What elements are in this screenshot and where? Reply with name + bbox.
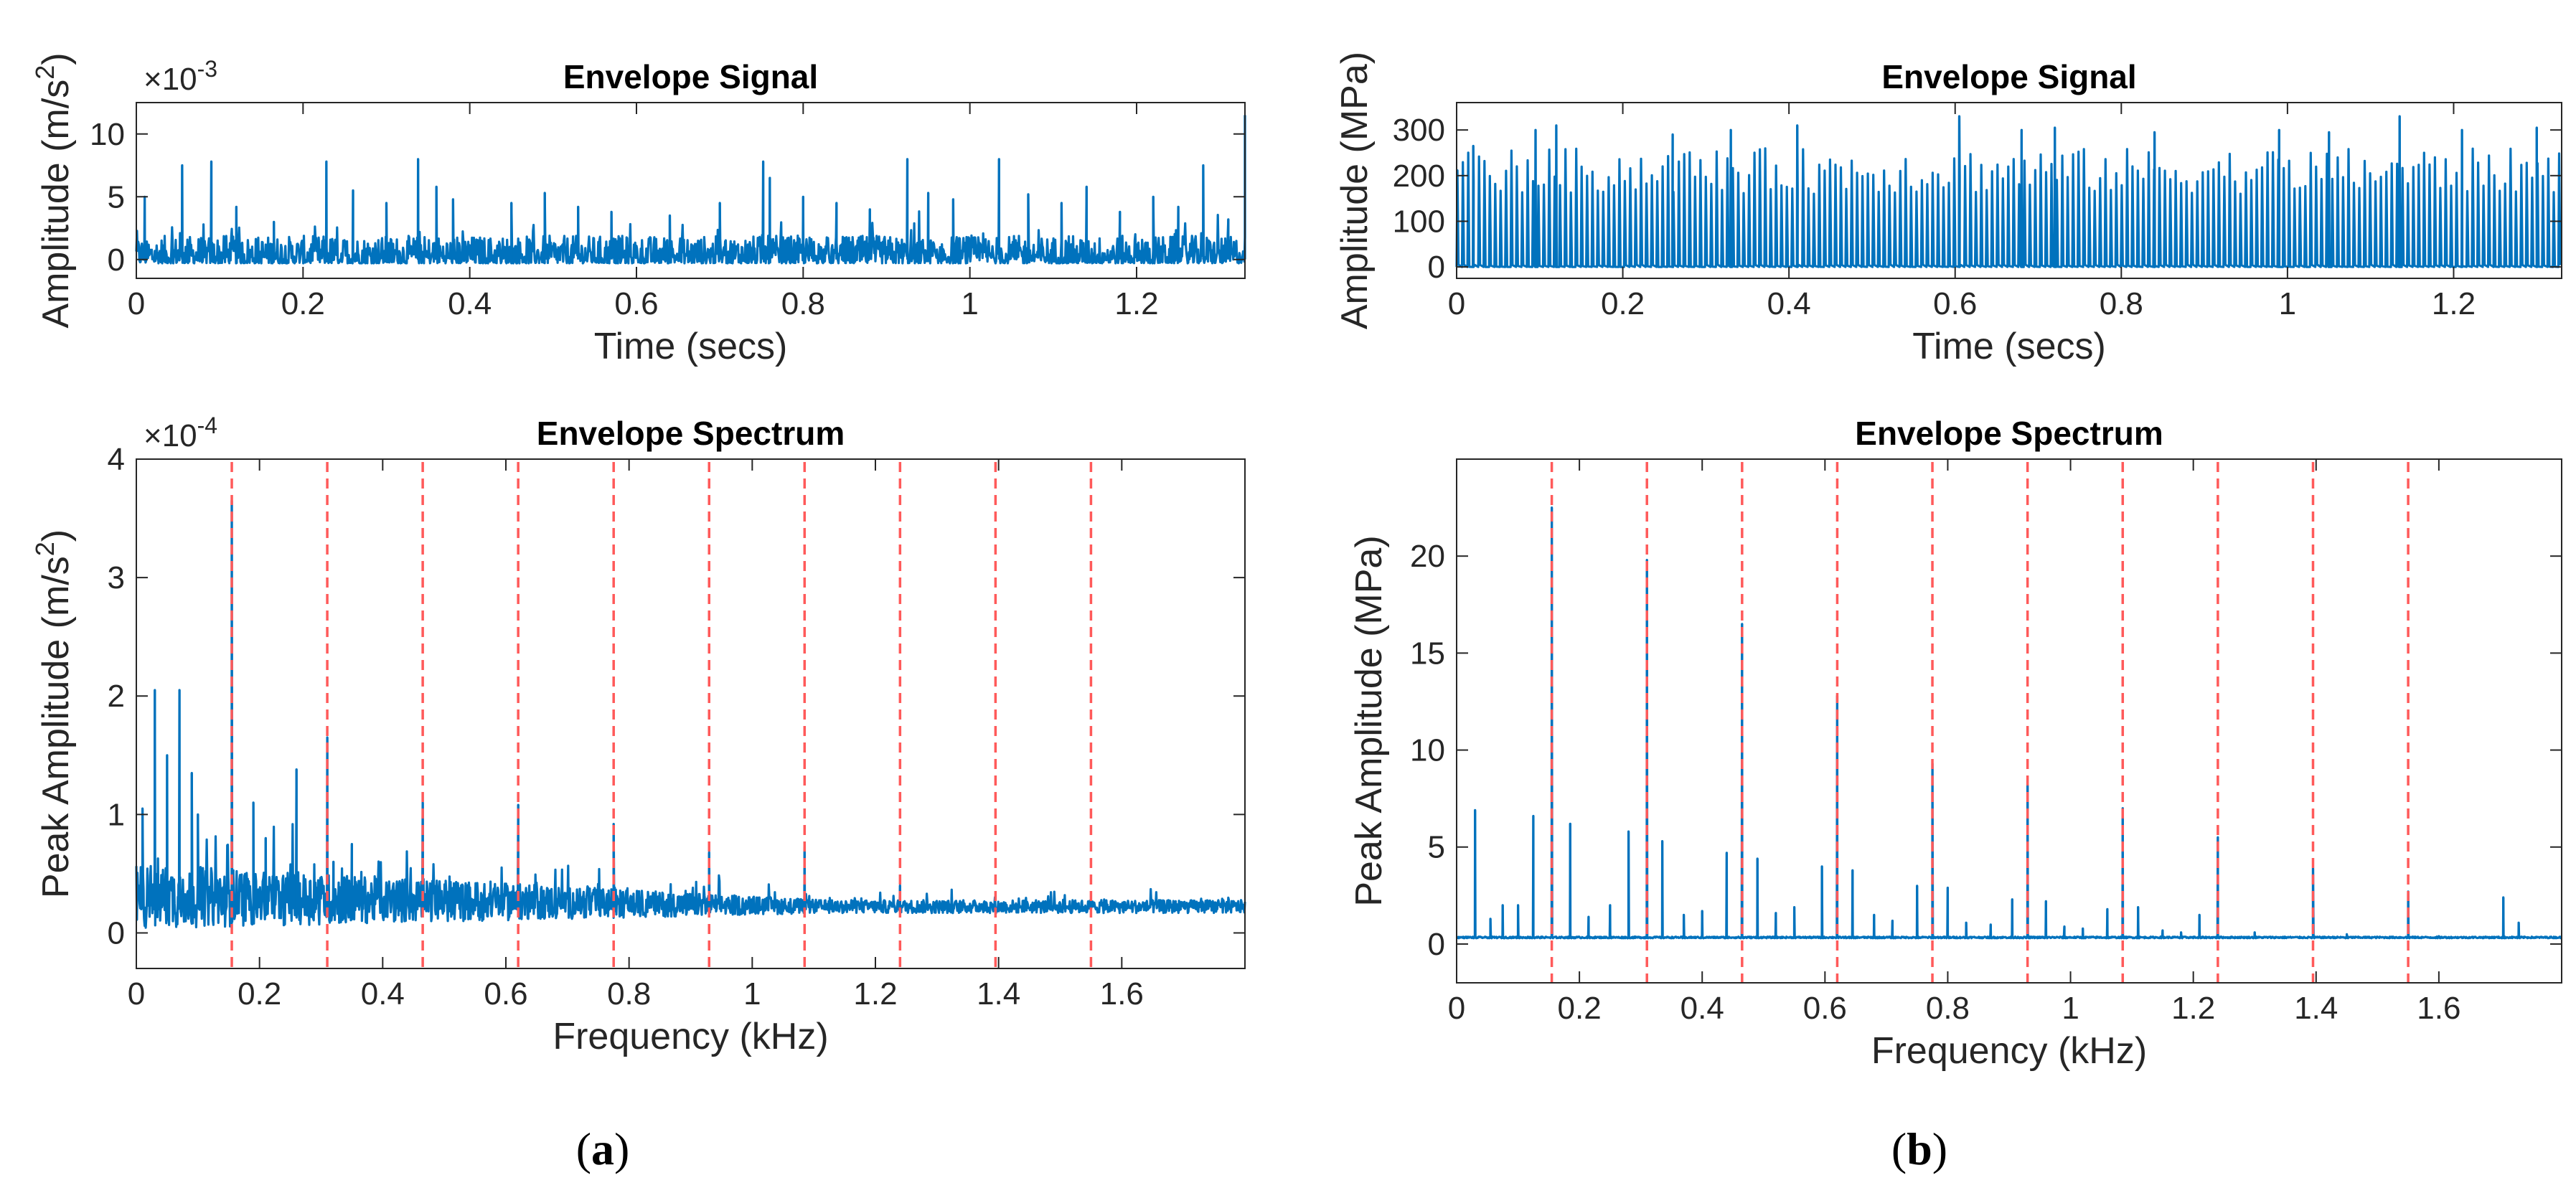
x-tick-label: 0 <box>1448 991 1465 1026</box>
x-tick-label: 1.6 <box>2417 991 2460 1026</box>
chart-title: Envelope Spectrum <box>1855 415 2163 452</box>
x-tick-label: 0.4 <box>361 976 405 1012</box>
series-line <box>135 499 1246 929</box>
y-tick-label: 10 <box>1410 733 1445 768</box>
x-tick-label: 1 <box>743 976 761 1012</box>
x-tick-label: 1.2 <box>2432 286 2476 321</box>
x-tick-label: 0.2 <box>1601 286 1645 321</box>
x-axis-label: Time (secs) <box>594 326 788 367</box>
y-tick-label: 10 <box>90 117 125 152</box>
y-tick-label: 5 <box>1428 830 1445 865</box>
y-tick-label: 0 <box>1428 250 1445 285</box>
y-tick-label: 3 <box>108 560 125 595</box>
x-tick-label: 0.4 <box>1767 286 1811 321</box>
y-tick-label: 20 <box>1410 539 1445 574</box>
y-exponent: ×10-3 <box>144 56 217 97</box>
x-tick-label: 0.6 <box>614 286 658 321</box>
x-tick-label: 0 <box>128 976 145 1012</box>
y-tick-label: 0 <box>108 242 125 278</box>
x-tick-label: 0.4 <box>448 286 492 321</box>
x-tick-label: 0.6 <box>1933 286 1977 321</box>
x-tick-label: 1.6 <box>1100 976 1144 1012</box>
x-tick-label: 1.4 <box>2294 991 2338 1026</box>
x-tick-label: 0.2 <box>1558 991 1602 1026</box>
y-tick-label: 0 <box>1428 927 1445 962</box>
x-tick-label: 0.4 <box>1680 991 1724 1026</box>
x-tick-label: 0.6 <box>484 976 527 1012</box>
y-tick-label: 1 <box>108 797 125 832</box>
panel-label-b: (b) <box>1891 1123 1948 1174</box>
panel-label-a: (a) <box>575 1123 630 1174</box>
y-axis-label: Peak Amplitude (m/s2) <box>30 529 77 898</box>
y-tick-label: 4 <box>108 442 125 477</box>
chart-b-signal: Envelope Signal 0 0.2 0.4 0.6 0.8 1 1.2 0 100 200 3… <box>1334 52 2562 367</box>
chart-b-spectrum: Envelope Spectrum 0 0.2 0.4 0.6 0.8 1 1.2 1.4 1.6… <box>1348 415 2562 1072</box>
series-line <box>1455 506 2562 940</box>
y-axis-label: Peak Amplitude (MPa) <box>1348 535 1390 906</box>
x-tick-label: 0.8 <box>2100 286 2143 321</box>
x-tick-label: 0 <box>128 286 145 321</box>
chart-a-spectrum: Envelope Spectrum 0 0.2 0.4 0.6 0.8 1 1.2 1.4 1.6… <box>30 412 1246 1057</box>
chart-title: Envelope Signal <box>1881 58 2136 95</box>
x-tick-label: 1.4 <box>977 976 1020 1012</box>
x-tick-label: 1.2 <box>2171 991 2215 1026</box>
y-tick-label: 5 <box>108 179 125 214</box>
chart-title: Envelope Signal <box>563 58 818 95</box>
y-tick-label: 300 <box>1393 113 1445 148</box>
x-tick-label: 1.2 <box>853 976 897 1012</box>
chart-title: Envelope Spectrum <box>537 415 845 452</box>
axes-box <box>136 458 1246 969</box>
y-tick-label: 15 <box>1410 636 1445 671</box>
x-tick-label: 0.8 <box>1926 991 1970 1026</box>
axes-box <box>1456 102 2562 279</box>
y-axis-label: Amplitude (MPa) <box>1334 52 1376 329</box>
x-tick-label: 0.6 <box>1803 991 1847 1026</box>
x-axis-label: Frequency (kHz) <box>553 1016 828 1057</box>
x-axis-label: Time (secs) <box>1912 326 2106 367</box>
x-tick-label: 0.8 <box>781 286 825 321</box>
x-tick-label: 1 <box>961 286 978 321</box>
y-tick-label: 100 <box>1393 204 1445 239</box>
x-tick-label: 0.2 <box>238 976 281 1012</box>
axes-box <box>136 102 1246 279</box>
x-tick-label: 1 <box>2062 991 2079 1026</box>
x-tick-label: 0 <box>1448 286 1465 321</box>
x-tick-label: 1 <box>2279 286 2296 321</box>
y-axis-label: Amplitude (m/s2) <box>30 52 77 328</box>
y-tick-label: 200 <box>1393 159 1445 194</box>
y-exponent: ×10-4 <box>144 412 217 453</box>
y-tick-label: 0 <box>108 915 125 951</box>
x-tick-label: 0.8 <box>607 976 651 1012</box>
x-tick-label: 1.2 <box>1114 286 1158 321</box>
series-line <box>135 115 1246 265</box>
axes-box <box>1456 458 2562 984</box>
chart-a-signal: Envelope Signal 0 0.2 0.4 0.6 0.8 1 1.2 0 5 10 ×10-… <box>30 52 1246 367</box>
x-tick-label: 0.2 <box>281 286 325 321</box>
y-tick-label: 2 <box>108 679 125 714</box>
series-line <box>1455 115 2562 268</box>
x-axis-label: Frequency (kHz) <box>1871 1030 2147 1072</box>
